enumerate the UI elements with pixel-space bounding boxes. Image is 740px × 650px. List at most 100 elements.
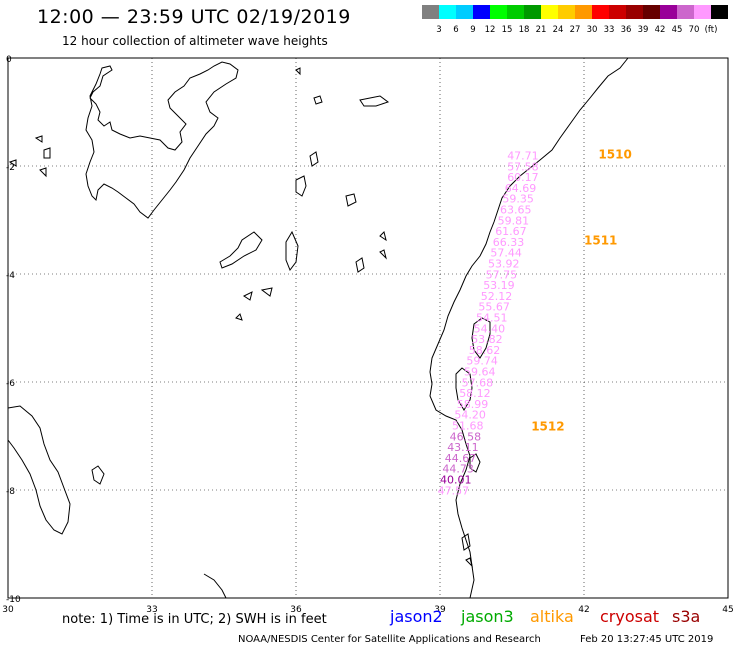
colorbar-label: 70 [688,25,700,35]
swh-reading: 59.81 [498,214,529,227]
swh-reading: 66.33 [493,236,525,249]
colorbar-swatch [694,5,711,19]
colorbar-swatch [524,5,541,19]
swh-reading: 54.20 [454,409,486,422]
pemba-island [471,317,491,359]
lat-tick-label: -10 [6,595,21,605]
colorbar-label: (ft) [704,25,718,35]
colorbar-swatch [439,5,456,19]
swh-reading: 58.12 [459,387,491,400]
swh-reading: 63.65 [500,204,532,217]
swh-reading: 53.82 [471,333,503,346]
lat-tick-label: -4 [6,271,15,281]
swh-reading: 57.75 [486,268,517,281]
swh-reading: 53.92 [488,258,520,271]
colorbar-label: 9 [470,25,476,35]
swh-reading: 61.67 [495,225,527,238]
colorbar-swatch [592,5,609,19]
footer-note: note: 1) Time is in UTC; 2) SWH is in fe… [62,612,327,627]
colorbar-label: 30 [586,25,598,35]
colorbar-label: 33 [603,25,615,35]
lake-victoria-shore [85,61,239,219]
satellite-jason2: jason2 [390,607,443,626]
colorbar-label: 24 [552,25,564,35]
swh-reading: 47.71 [507,150,539,163]
swh-reading: 64.69 [505,182,537,195]
credit-line: NOAA/NESDIS Center for Satellite Applica… [238,634,541,645]
colorbar-swatch [456,5,473,19]
mafia-island [469,453,481,473]
swh-reading: 59.35 [502,193,534,206]
satellite-altika: altika [530,607,574,626]
swh-reading: 60.17 [507,171,539,184]
swh-reading: 59.64 [464,366,496,379]
swh-reading: 51.68 [452,420,484,433]
lake-rukwa-shore [91,465,105,485]
colorbar-swatch [711,5,728,19]
orbit-pass-labels: 1510 1511 1512 [531,147,632,433]
swh-reading: 54.40 [474,322,506,335]
colorbar-label: 42 [654,25,666,35]
colorbar-label: 45 [671,25,683,35]
colorbar-swatch [609,5,626,19]
swh-reading: 58.99 [457,398,489,411]
colorbar-label: 12 [484,25,496,35]
colorbar-swatch [626,5,643,19]
swh-reading: 57.44 [490,247,522,260]
colorbar-swatch [575,5,592,19]
zanzibar-island [455,367,473,411]
lake-malawi-shore [203,573,227,599]
colorbar-swatch [507,5,524,19]
swh-reading: 57.58 [507,160,539,173]
lat-tick-label: -6 [6,379,15,389]
lon-tick-label: 30 [2,605,14,615]
swh-reading: 40.01 [440,474,472,487]
colorbar-swatch [677,5,694,19]
colorbar-swatch [473,5,490,19]
swh-reading: 44.73 [442,463,474,476]
swh-reading: 52.12 [481,290,513,303]
swh-reading: 58.62 [469,344,501,357]
pass-label: 1510 [598,147,631,161]
colorbar-label: 39 [637,25,649,35]
colorbar-label: 36 [620,25,632,35]
swh-reading: 43.11 [447,441,479,454]
east-african-coastline [429,57,629,599]
map-title: 12:00 — 23:59 UTC 02/19/2019 [37,6,351,28]
colorbar-label: 27 [569,25,581,35]
map-frame [7,57,729,599]
coastline [7,57,629,599]
satellite-cryosat: cryosat [600,607,660,626]
swh-reading: 57.68 [462,376,494,389]
lon-tick-label: 33 [146,605,157,615]
colorbar-label: 15 [501,25,513,35]
colorbar-swatch [541,5,558,19]
swh-reading: 44.67 [445,452,477,465]
colorbar-swatch [558,5,575,19]
satellite-jason3: jason3 [461,607,514,626]
swh-reading: 53.19 [483,279,515,292]
colorbar-label: 6 [453,25,459,35]
axis-tick-labels: 30 33 36 39 42 45 0 -2 -4 -6 -8 -10 [2,55,733,615]
lon-tick-label: 39 [434,605,446,615]
colorbar-label: 18 [518,25,530,35]
colorbar-label: 3 [436,25,442,35]
pass-label: 1511 [584,233,617,247]
colorbar-swatch [660,5,677,19]
swh-reading: 54.51 [476,312,508,325]
lake-tanganyika-shore [7,405,71,535]
swh-reading: 55.67 [478,301,510,314]
swh-reading: 47.57 [438,484,470,497]
pass-label: 1512 [531,420,564,434]
colorbar-swatch [643,5,660,19]
lon-tick-label: 45 [722,605,733,615]
satellite-s3a: s3a [672,607,701,626]
colorbar-swatch [422,5,439,19]
swh-readings: 47.7157.5860.1764.6959.3563.6559.8161.67… [438,150,539,498]
lat-tick-label: -2 [6,163,15,173]
lat-tick-label: 0 [6,55,12,65]
colorbar-swatch [490,5,507,19]
lat-lon-grid [8,58,728,598]
colorbar-label: 21 [535,25,547,35]
